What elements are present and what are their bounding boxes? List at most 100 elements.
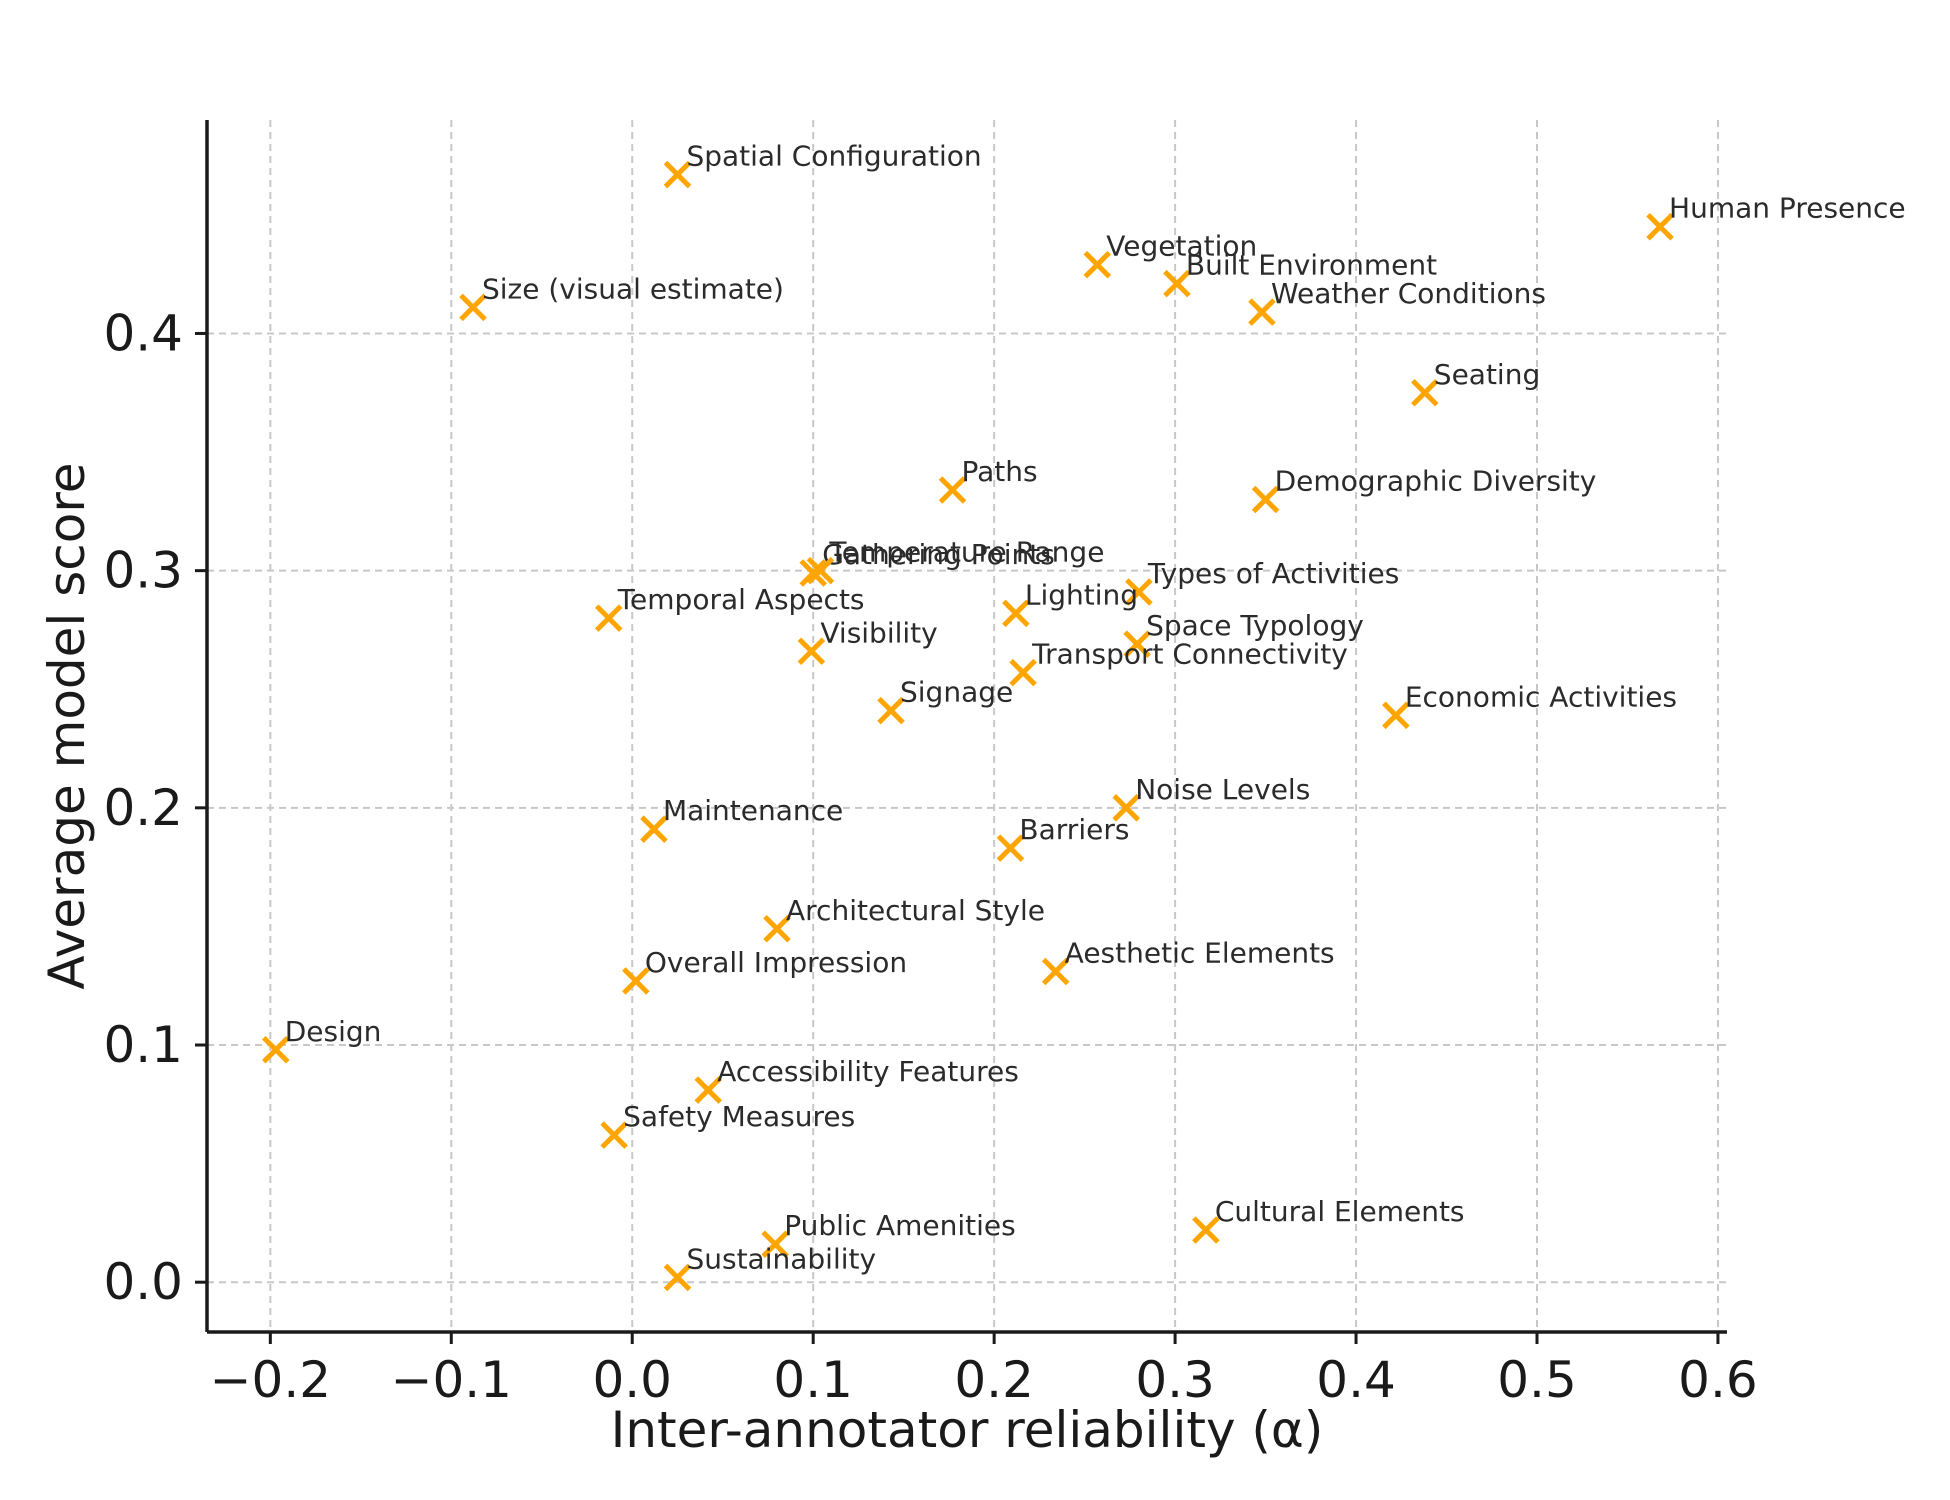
point-label: Accessibility Features xyxy=(717,1055,1019,1088)
x-marker-stroke xyxy=(1192,1216,1220,1244)
point-vegetation xyxy=(1083,250,1112,279)
x-tick-label: 0.2 xyxy=(954,1351,1034,1409)
x-marker-stroke xyxy=(261,1035,290,1064)
x-marker-stroke xyxy=(1083,250,1112,279)
point-label: Spatial Configuration xyxy=(686,140,981,173)
data-points: Spatial Configuration Human Presence Veget… xyxy=(261,140,1906,1292)
point-safety-measures xyxy=(600,1121,628,1149)
point-label: Sustainability xyxy=(686,1242,876,1275)
point-noise-levels xyxy=(1112,794,1141,822)
x-tick-label: 0.0 xyxy=(592,1351,672,1409)
point-spatial-configuration xyxy=(663,160,692,189)
x-marker-stroke xyxy=(1411,378,1439,407)
point-label: Built Environment xyxy=(1186,249,1437,282)
point-label: Demographic Diversity xyxy=(1275,464,1597,497)
x-marker-stroke xyxy=(799,559,827,587)
x-marker-stroke xyxy=(594,604,623,632)
x-tick-label: 0.3 xyxy=(1135,1351,1215,1409)
x-marker-stroke xyxy=(459,293,487,322)
y-tick-label: 0.4 xyxy=(103,304,183,362)
point-label: Overall Impression xyxy=(645,946,907,979)
point-label: Signage xyxy=(900,676,1013,709)
point-label: Temperature Range xyxy=(828,536,1104,569)
x-marker-stroke xyxy=(763,915,791,943)
x-marker-stroke xyxy=(761,1230,789,1259)
x-marker-stroke xyxy=(640,815,668,843)
point-label: Architectural Style xyxy=(786,894,1045,927)
y-tick-label: 0.2 xyxy=(103,779,183,837)
point-barriers xyxy=(996,834,1025,862)
point-label: Design xyxy=(285,1015,382,1048)
point-lighting xyxy=(1002,599,1030,628)
point-label: Temporal Aspects xyxy=(617,583,865,616)
x-marker-stroke xyxy=(622,967,650,995)
point-label: Human Presence xyxy=(1669,192,1906,225)
point-demographic-diversity xyxy=(1251,485,1280,514)
point-paths xyxy=(938,476,967,504)
point-label: Space Typology xyxy=(1146,609,1364,642)
point-seating xyxy=(1411,378,1439,407)
x-marker-stroke xyxy=(806,556,835,585)
point-design xyxy=(261,1035,290,1064)
x-tick-label: −0.1 xyxy=(391,1351,512,1409)
x-tick-label: 0.5 xyxy=(1497,1351,1577,1409)
x-tick-label: −0.2 xyxy=(210,1351,331,1409)
point-accessibility-features xyxy=(694,1076,723,1104)
x-marker-stroke xyxy=(1041,957,1070,986)
point-label: Noise Levels xyxy=(1135,773,1310,806)
point-label: Size (visual estimate) xyxy=(482,272,784,305)
x-marker-stroke xyxy=(1248,298,1276,326)
point-label: Barriers xyxy=(1019,813,1129,846)
point-architectural-style xyxy=(763,915,791,943)
x-axis-label: Inter-annotator reliability (α) xyxy=(611,1401,1324,1459)
point-cultural-elements xyxy=(1192,1216,1220,1244)
x-marker-stroke xyxy=(694,1076,723,1104)
x-marker-stroke xyxy=(1646,212,1674,241)
point-space-typology xyxy=(1123,630,1151,658)
point-label: Cultural Elements xyxy=(1215,1195,1465,1228)
point-visibility xyxy=(797,637,826,666)
point-signage xyxy=(877,696,905,725)
x-marker-stroke xyxy=(600,1121,628,1149)
x-marker-stroke xyxy=(996,834,1025,862)
x-marker-stroke xyxy=(1382,701,1410,730)
point-economic-activities xyxy=(1382,701,1410,730)
point-label: Lighting xyxy=(1025,578,1138,611)
point-label: Seating xyxy=(1434,358,1540,391)
x-marker-stroke xyxy=(1163,269,1191,298)
x-marker-stroke xyxy=(1009,658,1037,687)
point-transport-connectivity xyxy=(1009,658,1037,687)
point-sustainability xyxy=(663,1263,692,1292)
point-aesthetic-elements xyxy=(1041,957,1070,986)
point-label: Paths xyxy=(962,455,1038,488)
x-marker-stroke xyxy=(663,1263,692,1292)
axes: −0.2 −0.1 0.0 0.1 0.2 0.3 0.4 0.5 0.6 0.0 0.1 0.2 0.… xyxy=(103,120,1758,1409)
point-label: Transport Connectivity xyxy=(1031,638,1348,671)
x-marker-stroke xyxy=(938,476,967,504)
point-label: Safety Measures xyxy=(623,1100,855,1133)
y-axis-label: Average model score xyxy=(38,462,96,989)
point-label: Aesthetic Elements xyxy=(1065,936,1335,969)
point-label: Public Amenities xyxy=(784,1209,1016,1242)
x-marker-stroke xyxy=(663,160,692,189)
x-tick-label: 0.1 xyxy=(773,1351,853,1409)
point-label: Economic Activities xyxy=(1405,680,1677,713)
point-label: Gathering Points xyxy=(822,538,1055,571)
x-tick-label: 0.4 xyxy=(1316,1351,1396,1409)
point-maintenance xyxy=(640,815,668,843)
point-label: Visibility xyxy=(820,616,937,649)
x-marker-stroke xyxy=(1123,630,1151,658)
point-gathering-points xyxy=(799,559,827,587)
point-human-presence xyxy=(1646,212,1674,241)
point-label: Vegetation xyxy=(1106,230,1257,263)
point-overall-impression xyxy=(622,967,650,995)
x-marker-stroke xyxy=(1002,599,1030,628)
x-tick-label: 0.6 xyxy=(1678,1351,1758,1409)
x-marker-stroke xyxy=(877,696,905,725)
point-built-environment xyxy=(1163,269,1191,298)
point-weather-conditions xyxy=(1248,298,1276,326)
point-public-amenities xyxy=(761,1230,789,1259)
point-size-visual-estimate xyxy=(459,293,487,322)
point-temperature-range xyxy=(806,556,835,585)
